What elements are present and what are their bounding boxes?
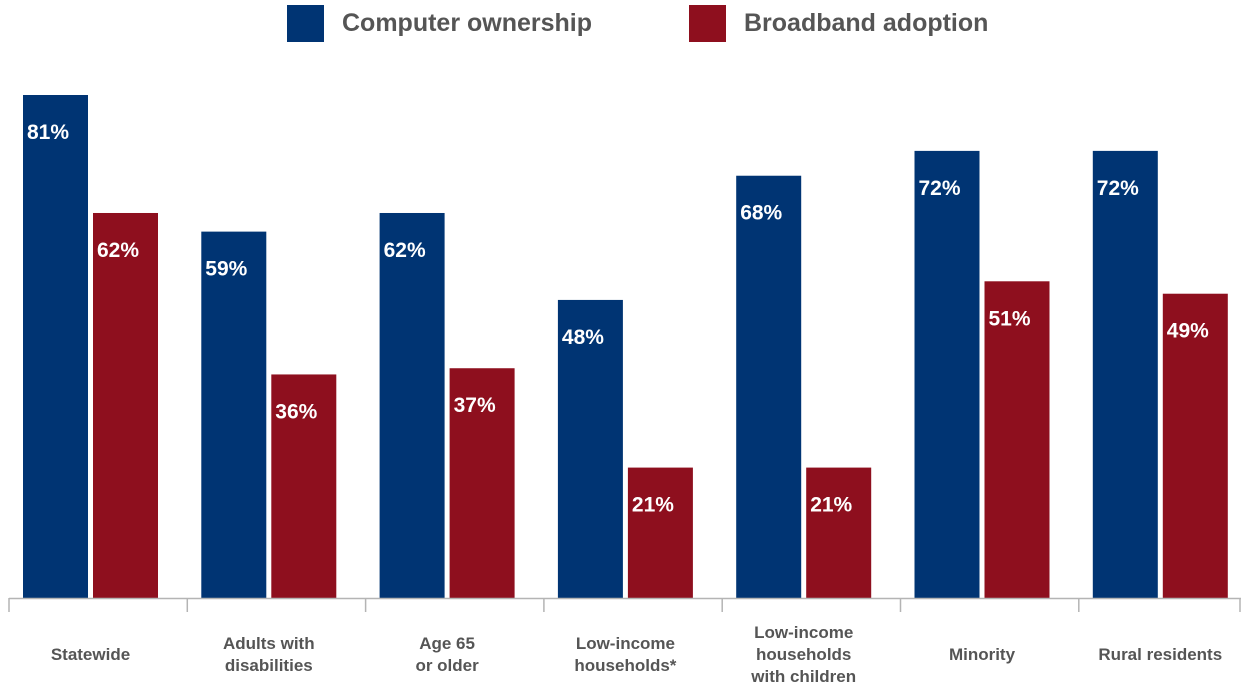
bar-label-computer-ownership: 72% [919,177,961,200]
bar-broadband-adoption [93,212,158,598]
bar-label-computer-ownership: 59% [205,258,247,281]
category-label: Minority [949,645,1016,664]
bar-computer-ownership [557,299,623,598]
category-label: Adults with disabilities [223,634,315,675]
legend-item-computer-ownership: Computer ownership [287,4,592,42]
bar-label-computer-ownership: 72% [1097,177,1139,200]
category-label: Age 65 or older [415,634,479,675]
bar-label-broadband-adoption: 49% [1167,320,1209,343]
bar-computer-ownership [201,231,267,598]
bar-label-broadband-adoption: 51% [989,307,1031,330]
category-label: Low-income households with children [750,623,856,686]
bar-label-computer-ownership: 81% [27,121,69,144]
bar-broadband-adoption [449,368,515,598]
bar-label-computer-ownership: 62% [384,239,426,262]
category-label: Statewide [51,645,130,664]
bar-computer-ownership [914,150,980,598]
bar-broadband-adoption [984,281,1050,598]
bar-broadband-adoption [271,374,337,598]
bar-label-broadband-adoption: 21% [632,494,674,517]
category-label: Rural residents [1098,645,1222,664]
legend: Computer ownership Broadband adoption [0,0,1241,48]
bar-computer-ownership [1092,150,1158,598]
bar-label-broadband-adoption: 62% [97,239,139,262]
bar-broadband-adoption [806,467,872,598]
bar-broadband-adoption [627,467,693,598]
legend-swatch-computer-ownership [287,4,324,42]
bar-broadband-adoption [1162,293,1228,598]
legend-item-broadband-adoption: Broadband adoption [689,4,988,42]
category-label: Low-income households* [574,634,676,675]
bar-label-broadband-adoption: 21% [810,494,852,517]
legend-label-broadband-adoption: Broadband adoption [744,8,989,37]
legend-swatch-broadband-adoption [689,4,726,42]
bar-label-computer-ownership: 48% [562,326,604,349]
bar-computer-ownership [23,95,88,598]
bar-computer-ownership [736,175,802,598]
bar-label-broadband-adoption: 36% [275,400,317,423]
bar-label-computer-ownership: 68% [740,202,782,225]
bar-label-broadband-adoption: 37% [454,394,496,417]
legend-label-computer-ownership: Computer ownership [342,8,593,37]
bar-computer-ownership [379,212,445,598]
